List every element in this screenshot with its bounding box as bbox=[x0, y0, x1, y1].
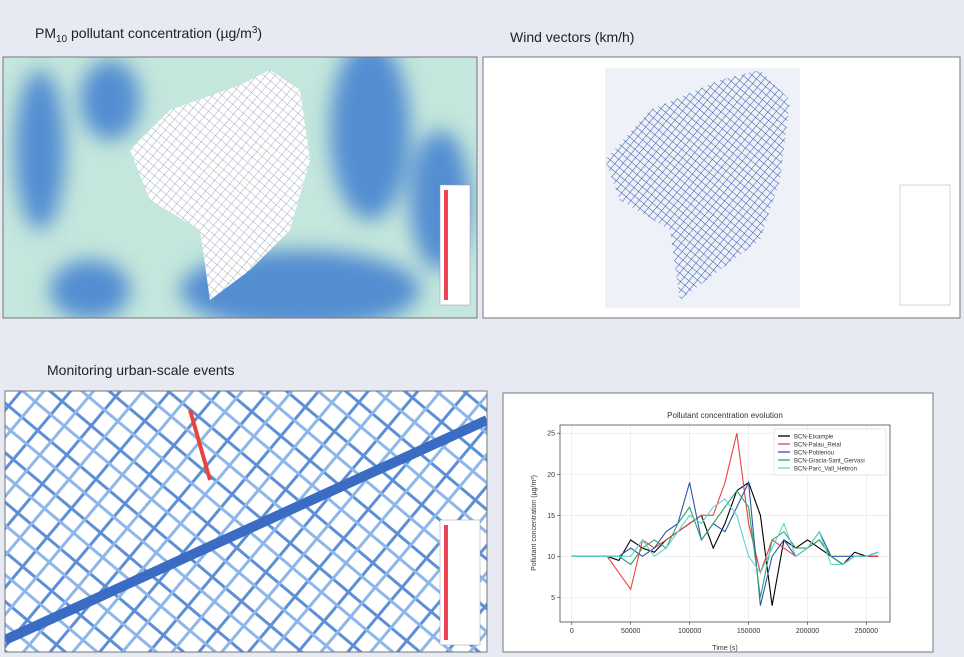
legend-label: BCN-Poblenou bbox=[794, 450, 834, 456]
x-tick-label: 50000 bbox=[621, 628, 641, 635]
x-tick-label: 150000 bbox=[737, 628, 760, 635]
x-tick-label: 200000 bbox=[796, 628, 819, 635]
wind-map bbox=[483, 57, 960, 318]
panel-title: Monitoring urban-scale events bbox=[47, 362, 235, 378]
legend-label: BCN-Eixample bbox=[794, 434, 834, 440]
y-tick-label: 15 bbox=[547, 513, 555, 520]
legend-label: BCN-Palau_Reial bbox=[794, 442, 841, 448]
x-tick-label: 250000 bbox=[855, 628, 878, 635]
y-tick-label: 5 bbox=[551, 595, 555, 602]
x-axis-label: Time (s) bbox=[712, 645, 737, 652]
pm10-map bbox=[3, 40, 477, 330]
panel-title: Wind vectors (km/h) bbox=[510, 29, 634, 45]
legend-label: BCN-Parc_Vall_Hebron bbox=[794, 466, 857, 472]
x-tick-label: 0 bbox=[570, 628, 574, 635]
legend-label: BCN-Gracia-Sant_Gervasi bbox=[794, 458, 865, 464]
x-tick-label: 100000 bbox=[678, 628, 701, 635]
events-map bbox=[5, 391, 487, 652]
y-tick-label: 10 bbox=[547, 554, 555, 561]
y-tick-label: 20 bbox=[547, 472, 555, 479]
page: {"panels": { "pm10": {"title_parts": ["P… bbox=[0, 0, 964, 657]
chart-title: Pollutant concentration evolution bbox=[667, 411, 783, 420]
y-tick-label: 25 bbox=[547, 431, 555, 438]
panel-title: PM10 pollutant concentration (µg/m3) bbox=[35, 25, 262, 45]
y-axis-label: Pollutant concentration (µg/m³) bbox=[531, 475, 538, 571]
figure: PM10 pollutant concentration (µg/m3) Win… bbox=[0, 0, 964, 657]
